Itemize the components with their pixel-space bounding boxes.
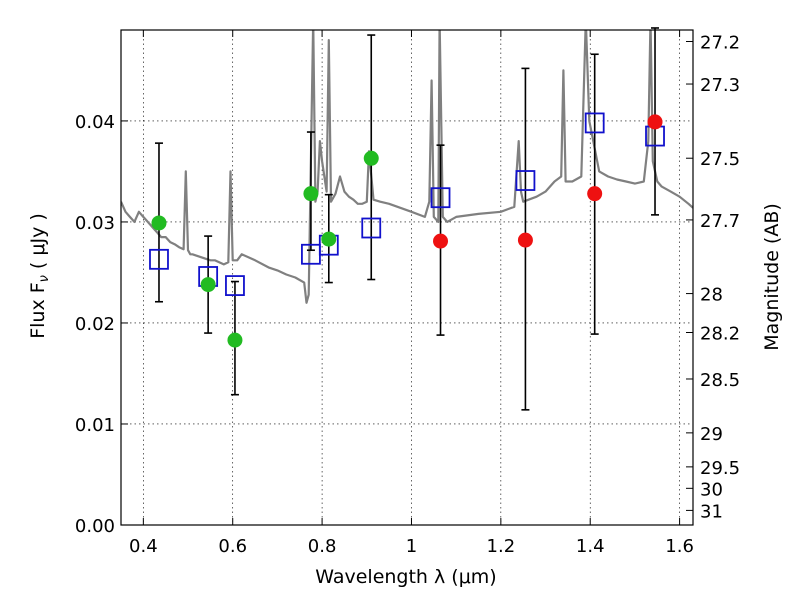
model-box-point <box>361 217 382 239</box>
y-axis-label-sub: ν <box>37 275 52 282</box>
tick-label-layer: 0.4 0.6 0.8 1 1.2 1.4 1.6 0.00 0.01 0.02 0.03 0.04 2… <box>75 32 740 557</box>
template-spectrum-line <box>121 30 693 304</box>
red-data-point <box>587 186 603 202</box>
y2-axis-label: Magnitude (AB) <box>761 203 783 351</box>
y-axis-label-main: Flux F <box>27 282 49 338</box>
y2-tick-label: 28.5 <box>700 370 740 391</box>
y2-tick-label: 29.5 <box>700 458 740 479</box>
y2-tick-label: 29 <box>700 424 723 445</box>
model-box-point <box>430 187 451 209</box>
y2-tick-label: 27.2 <box>700 32 740 53</box>
y-tick-label: 0.00 <box>75 516 115 537</box>
y2-tick-label: 28 <box>700 285 723 306</box>
x-tick-label: 1.6 <box>665 536 694 557</box>
x-tick-label: 0.8 <box>308 536 337 557</box>
x-tick-label: 1 <box>406 536 417 557</box>
measurement-point-layer <box>151 114 663 348</box>
green-data-point <box>200 277 216 293</box>
green-data-point <box>303 186 319 202</box>
model-box-layer <box>149 112 665 296</box>
red-data-point <box>433 233 449 249</box>
y-tick-label: 0.03 <box>75 213 115 234</box>
template-spectrum-layer <box>121 30 693 304</box>
green-data-point <box>321 231 337 247</box>
grid <box>121 30 693 526</box>
y-tick-label: 0.02 <box>75 314 115 335</box>
red-data-point <box>647 114 663 130</box>
x-tick-label: 0.4 <box>129 536 158 557</box>
green-data-point <box>227 332 243 348</box>
y2-tick-label: 27.7 <box>700 211 740 232</box>
model-box-point <box>584 112 605 134</box>
x-tick-label: 1.2 <box>487 536 516 557</box>
y-axis-label-unit: ( μJy ) <box>27 213 49 269</box>
model-box-point <box>225 275 245 296</box>
plot-frame <box>120 29 694 526</box>
tick-layer <box>121 30 693 526</box>
model-box-point <box>515 170 536 191</box>
y2-tick-label: 30 <box>700 479 723 500</box>
model-box-point <box>149 248 169 270</box>
red-data-point <box>517 232 533 248</box>
y2-tick-label: 31 <box>700 501 723 522</box>
y2-tick-label: 28.2 <box>700 324 740 345</box>
y2-tick-label: 27.3 <box>700 75 740 96</box>
green-data-point <box>363 150 379 166</box>
y2-tick-label: 27.5 <box>700 149 740 170</box>
x-tick-label: 0.6 <box>218 536 247 557</box>
y-tick-label: 0.01 <box>75 415 115 436</box>
x-axis-label: Wavelength λ (μm) <box>315 566 496 588</box>
y-tick-label: 0.04 <box>75 112 115 133</box>
y-axis-label: Flux Fν ( μJy ) <box>27 213 52 339</box>
green-data-point <box>151 215 167 231</box>
x-tick-label: 1.4 <box>576 536 605 557</box>
